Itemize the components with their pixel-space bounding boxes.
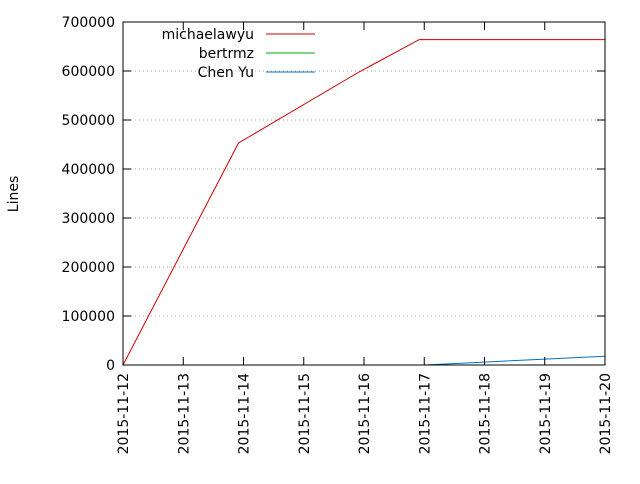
x-tick-label: 2015-11-15 (297, 373, 313, 454)
grid-layer (123, 70, 605, 317)
legend-label: michaelawyu (162, 27, 254, 43)
x-tick-label: 2015-11-17 (417, 373, 433, 454)
legend: michaelawyu bertrmz Chen Yu (162, 27, 315, 81)
y-axis-label: Lines (6, 176, 22, 212)
y-tick-label: 100000 (62, 309, 115, 325)
x-tick-label: 2015-11-18 (478, 373, 494, 454)
x-tick-label: 2015-11-14 (237, 373, 253, 454)
y-tick-label: 300000 (62, 211, 115, 227)
x-tick-label: 2015-11-20 (598, 373, 614, 454)
x-tick-label: 2015-11-19 (538, 373, 554, 454)
y-tick-label: 600000 (62, 64, 115, 80)
legend-label: bertrmz (199, 46, 254, 62)
legend-label: Chen Yu (198, 65, 254, 81)
series-line-0 (122, 39, 605, 366)
series-layer (122, 39, 606, 366)
y-tick-label: 200000 (62, 260, 115, 276)
x-tick-label: 2015-11-13 (176, 373, 192, 454)
ticks-layer: 0 100000 200000 300000 400000 500000 600000 700… (62, 15, 614, 454)
series-line-2 (424, 355, 606, 366)
x-tick-label: 2015-11-12 (116, 373, 132, 454)
y-tick-label: 400000 (62, 162, 115, 178)
plot-frame (122, 21, 606, 366)
y-tick-label: 0 (106, 358, 115, 374)
y-tick-label: 700000 (62, 15, 115, 31)
y-tick-label: 500000 (62, 113, 115, 129)
x-tick-label: 2015-11-16 (357, 373, 373, 454)
